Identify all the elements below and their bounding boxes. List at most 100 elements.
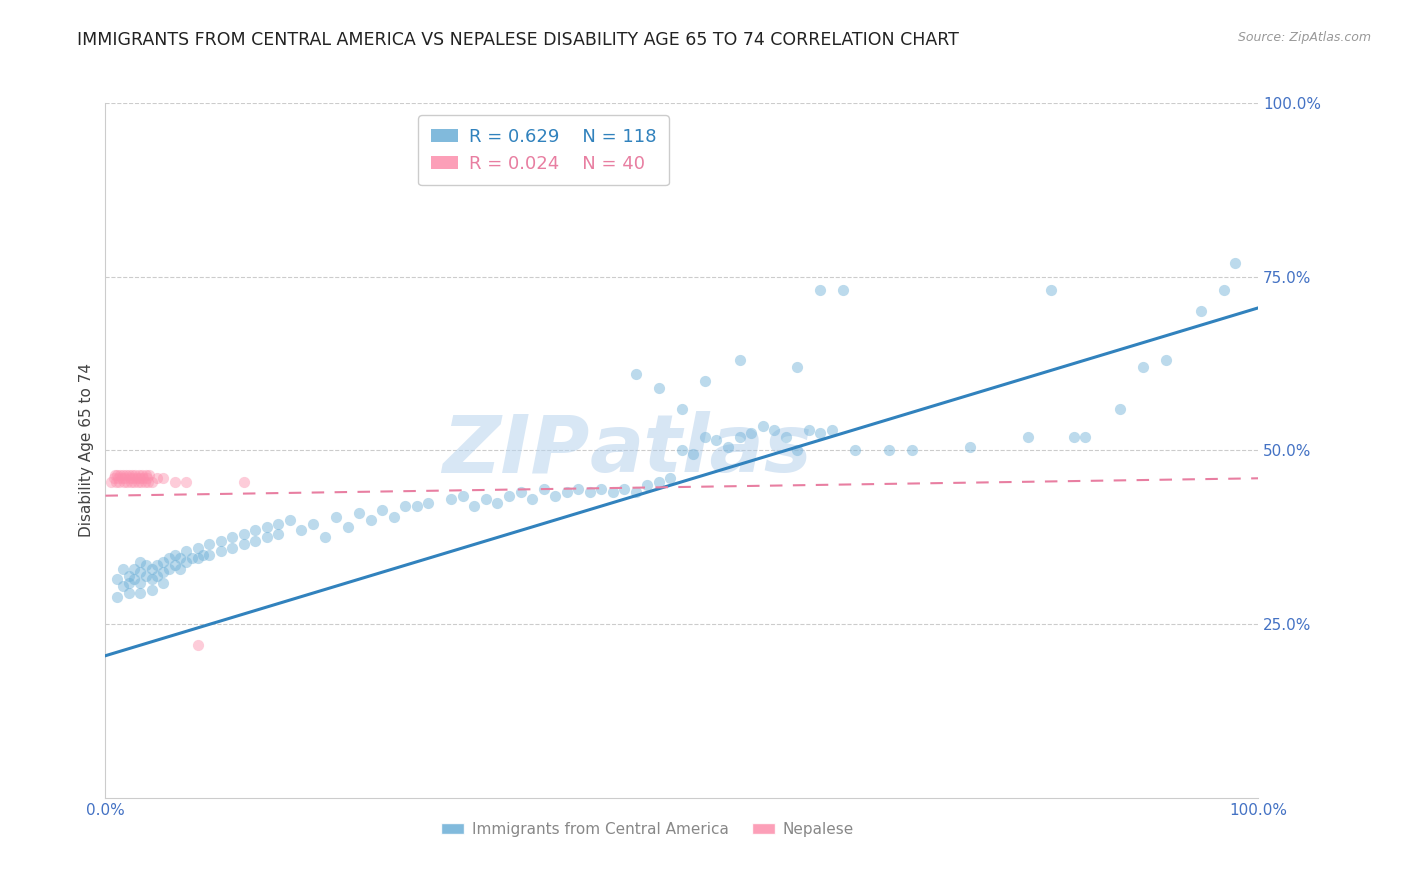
Point <box>763 423 786 437</box>
Point <box>245 524 267 538</box>
Point <box>129 475 152 489</box>
Point <box>129 575 152 590</box>
Point <box>163 548 186 562</box>
Point <box>509 485 531 500</box>
Point <box>136 475 159 489</box>
Point <box>1225 255 1247 269</box>
Point <box>174 544 197 558</box>
Point <box>110 471 132 485</box>
Point <box>117 568 139 582</box>
Point <box>347 506 370 520</box>
Point <box>100 475 122 489</box>
Text: Source: ZipAtlas.com: Source: ZipAtlas.com <box>1237 31 1371 45</box>
Point <box>104 467 127 482</box>
Legend: Immigrants from Central America, Nepalese: Immigrants from Central America, Nepales… <box>434 815 859 843</box>
Point <box>405 499 427 513</box>
Point <box>267 527 290 541</box>
Point <box>808 284 831 298</box>
Point <box>578 485 600 500</box>
Point <box>1017 429 1039 443</box>
Point <box>117 586 139 600</box>
Point <box>187 551 209 566</box>
Point <box>114 471 136 485</box>
Point <box>117 475 139 489</box>
Point <box>336 520 359 534</box>
Point <box>1063 429 1085 443</box>
Point <box>451 489 474 503</box>
Point <box>117 467 139 482</box>
Point <box>256 520 278 534</box>
Point <box>740 426 762 441</box>
Point <box>1109 401 1132 416</box>
Point <box>129 586 152 600</box>
Point <box>124 475 146 489</box>
Point <box>187 638 209 652</box>
Point <box>174 475 197 489</box>
Point <box>121 467 143 482</box>
Point <box>118 471 141 485</box>
Point <box>105 590 128 604</box>
Point <box>221 530 243 544</box>
Point <box>360 513 382 527</box>
Point <box>671 401 693 416</box>
Point <box>122 471 145 485</box>
Point <box>267 516 290 531</box>
Point <box>717 440 740 454</box>
Point <box>463 499 485 513</box>
Point <box>152 555 174 569</box>
Point <box>302 516 325 531</box>
Point <box>124 467 146 482</box>
Point <box>138 467 160 482</box>
Point <box>124 572 146 586</box>
Point <box>157 562 180 576</box>
Point <box>1074 429 1097 443</box>
Text: ZIP: ZIP <box>443 411 589 490</box>
Point <box>613 482 636 496</box>
Y-axis label: Disability Age 65 to 74: Disability Age 65 to 74 <box>79 363 94 538</box>
Point <box>706 433 728 447</box>
Point <box>105 572 128 586</box>
Point <box>157 551 180 566</box>
Point <box>169 551 191 566</box>
Point <box>624 367 647 381</box>
Point <box>134 475 156 489</box>
Point <box>146 471 169 485</box>
Point <box>209 544 232 558</box>
Point <box>136 471 159 485</box>
Point <box>555 485 578 500</box>
Text: atlas: atlas <box>589 411 813 490</box>
Point <box>135 467 157 482</box>
Point <box>124 562 146 576</box>
Point <box>110 467 132 482</box>
Point <box>135 558 157 573</box>
Point <box>786 359 808 374</box>
Point <box>394 499 416 513</box>
Point <box>314 530 336 544</box>
Point <box>129 566 152 580</box>
Point <box>131 467 153 482</box>
Point <box>418 496 440 510</box>
Point <box>371 502 394 516</box>
Point <box>1154 353 1177 368</box>
Point <box>152 575 174 590</box>
Point <box>602 485 624 500</box>
Point <box>187 541 209 555</box>
Point <box>198 537 221 551</box>
Point <box>146 558 169 573</box>
Point <box>245 533 267 548</box>
Point <box>728 353 751 368</box>
Point <box>209 533 232 548</box>
Point <box>648 475 671 489</box>
Point <box>786 443 808 458</box>
Point <box>198 548 221 562</box>
Point <box>533 482 555 496</box>
Point <box>486 496 509 510</box>
Point <box>132 471 155 485</box>
Point <box>152 566 174 580</box>
Point <box>174 555 197 569</box>
Point <box>120 475 142 489</box>
Point <box>693 429 716 443</box>
Point <box>1189 304 1212 318</box>
Point <box>221 541 243 555</box>
Point <box>127 475 149 489</box>
